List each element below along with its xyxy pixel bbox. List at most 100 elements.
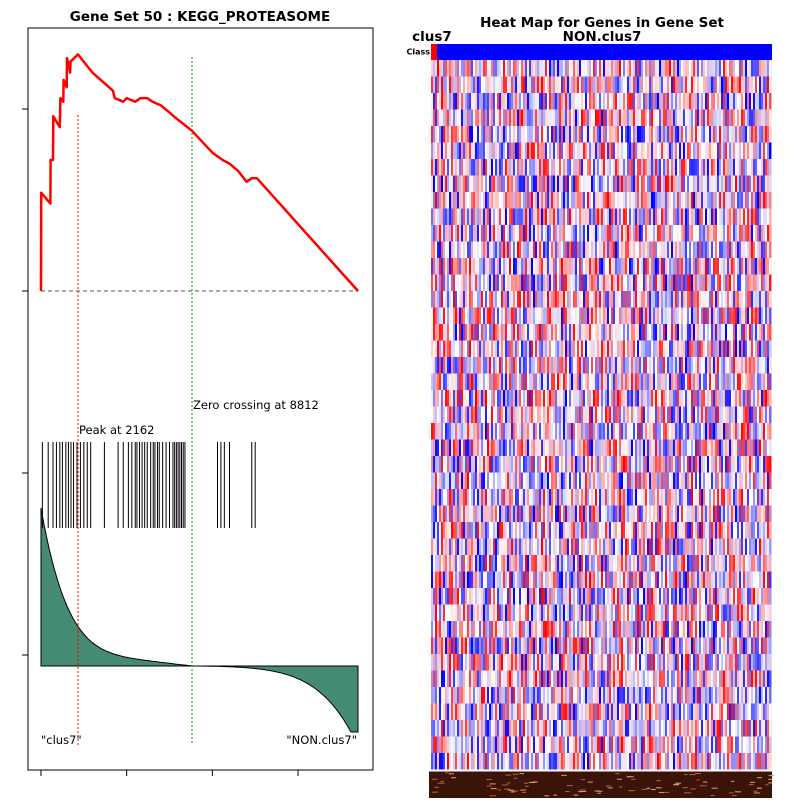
heatmap-cell xyxy=(655,406,658,423)
heatmap-cell xyxy=(685,126,688,143)
heatmap-cell xyxy=(625,439,628,456)
heatmap-cell xyxy=(457,522,460,539)
heatmap-cell xyxy=(669,225,672,242)
heatmap-cell xyxy=(763,241,766,258)
heatmap-cell xyxy=(677,208,680,225)
heatmap-cell xyxy=(723,76,726,93)
heatmap-cell xyxy=(601,175,604,192)
heatmap-cell xyxy=(665,126,668,143)
heatmap-cell xyxy=(749,241,752,258)
heatmap-cell xyxy=(563,225,566,242)
heatmap-cell xyxy=(703,489,706,506)
heatmap-cell xyxy=(587,175,590,192)
heatmap-cell xyxy=(565,175,568,192)
heatmap-cell xyxy=(615,93,618,110)
heatmap-cell xyxy=(707,258,710,275)
heatmap-cell xyxy=(669,390,672,407)
heatmap-cell xyxy=(519,225,522,242)
heatmap-cell xyxy=(721,472,724,489)
heatmap-cell xyxy=(669,126,672,143)
heatmap-cell xyxy=(707,60,710,77)
heatmap-cell xyxy=(719,76,722,93)
heatmap-cell xyxy=(617,76,620,93)
heatmap-cell xyxy=(505,175,508,192)
heatmap-cell xyxy=(655,390,658,407)
heatmap-cell xyxy=(741,93,744,110)
heatmap-cell xyxy=(567,456,570,473)
heatmap-cell xyxy=(703,126,706,143)
heatmap-cell xyxy=(603,175,606,192)
heatmap-cell xyxy=(675,406,678,423)
heatmap-cell xyxy=(545,274,548,291)
heatmap-cell xyxy=(635,390,638,407)
heatmap-cell xyxy=(699,291,702,308)
heatmap-cell xyxy=(655,489,658,506)
heatmap-cell xyxy=(457,406,460,423)
heatmap-cell xyxy=(601,76,604,93)
heatmap-cell xyxy=(571,390,574,407)
heatmap-cell xyxy=(529,472,532,489)
heatmap-cell xyxy=(523,439,526,456)
heatmap-cell xyxy=(529,93,532,110)
heatmap-cell xyxy=(539,472,542,489)
heatmap-cell xyxy=(461,126,464,143)
heatmap-cell xyxy=(705,142,708,159)
heatmap-cell xyxy=(511,142,514,159)
heatmap-cell xyxy=(509,142,512,159)
heatmap-cell xyxy=(645,423,648,440)
heatmap-cell xyxy=(731,439,734,456)
heatmap-cell xyxy=(739,456,742,473)
heatmap-cell xyxy=(597,109,600,126)
heatmap-cell xyxy=(481,390,484,407)
heatmap-cell xyxy=(521,357,524,374)
heatmap-cell xyxy=(587,241,590,258)
heatmap-cell xyxy=(691,258,694,275)
heatmap-cell xyxy=(441,307,444,324)
heatmap-cell xyxy=(461,505,464,522)
heatmap-cell xyxy=(679,291,682,308)
heatmap-cell xyxy=(505,373,508,390)
heatmap-cell xyxy=(437,126,440,143)
heatmap-cell xyxy=(635,258,638,275)
heatmap-cell xyxy=(681,208,684,225)
heatmap-cell xyxy=(767,175,770,192)
heatmap-cell xyxy=(587,307,590,324)
heatmap-cell xyxy=(673,258,676,275)
heatmap-cell xyxy=(759,423,762,440)
heatmap-cell xyxy=(557,291,560,308)
heatmap-cell xyxy=(637,505,640,522)
heatmap-cell xyxy=(669,142,672,159)
heatmap-cell xyxy=(591,241,594,258)
heatmap-cell xyxy=(633,390,636,407)
heatmap-cell xyxy=(561,142,564,159)
heatmap-cell xyxy=(489,159,492,176)
heatmap-cell xyxy=(721,357,724,374)
heatmap-cell xyxy=(447,340,450,357)
heatmap-cell xyxy=(711,439,714,456)
heatmap-cell xyxy=(493,291,496,308)
heatmap-cell xyxy=(709,93,712,110)
heatmap-cell xyxy=(699,489,702,506)
heatmap-cell xyxy=(579,175,582,192)
heatmap-cell xyxy=(443,456,446,473)
heatmap-cell xyxy=(709,505,712,522)
heatmap-cell xyxy=(531,76,534,93)
heatmap-cell xyxy=(519,406,522,423)
heatmap-cell xyxy=(641,505,644,522)
heatmap-cell xyxy=(511,406,514,423)
enrichment-score-curve xyxy=(39,53,359,292)
heatmap-cell xyxy=(637,390,640,407)
heatmap-cell xyxy=(543,307,546,324)
heatmap-cell xyxy=(589,208,592,225)
heatmap-cell xyxy=(565,208,568,225)
heatmap-cell xyxy=(637,258,640,275)
heatmap-cell xyxy=(751,60,754,77)
heatmap-cell xyxy=(493,274,496,291)
heatmap-cell xyxy=(567,307,570,324)
heatmap-cell xyxy=(467,307,470,324)
heatmap-cell xyxy=(609,60,612,77)
heatmap-cell xyxy=(465,76,468,93)
heatmap-cell xyxy=(431,225,434,242)
heatmap-cell xyxy=(481,489,484,506)
heatmap-cell xyxy=(441,126,444,143)
